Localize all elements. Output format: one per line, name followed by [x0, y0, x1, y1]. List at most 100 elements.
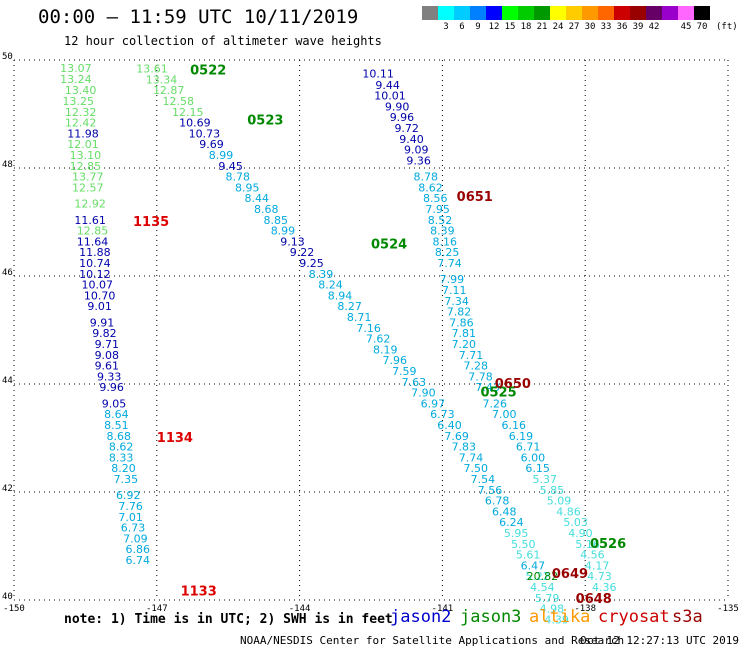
- wave-height-value: 4.56: [580, 549, 605, 562]
- color-scale-swatch: [582, 6, 598, 20]
- wave-height-value: 5.22: [525, 570, 550, 583]
- wave-height-value: 9.72: [394, 122, 419, 135]
- wave-height-value: 11.61: [74, 214, 106, 227]
- y-tick-label: 48: [2, 160, 13, 170]
- wave-height-value: 12.01: [67, 138, 99, 151]
- wave-height-value: 20.82: [527, 570, 559, 583]
- wave-height-value: 7.74: [437, 257, 462, 270]
- wave-height-value: 8.51: [104, 419, 129, 432]
- track-time-label: 1134: [157, 431, 193, 446]
- color-scale-swatch: [470, 6, 486, 20]
- wave-height-value: 6.00: [521, 451, 546, 464]
- wave-height-value: 4.73: [587, 570, 612, 583]
- wave-height-value: 9.13: [280, 235, 305, 248]
- wave-height-value: 8.19: [373, 343, 398, 356]
- legend-jason2: jason2: [390, 607, 452, 627]
- wave-height-value: 6.78: [485, 495, 510, 508]
- wave-height-value: 7.00: [492, 408, 517, 421]
- wave-height-value: 9.61: [95, 360, 120, 373]
- wave-height-value: 7.86: [449, 316, 474, 329]
- wave-height-value: 7.56: [478, 484, 503, 497]
- wave-height-value: 8.16: [433, 235, 458, 248]
- x-tick-label: -144: [289, 604, 311, 614]
- color-scale-label: 70: [696, 22, 708, 32]
- color-scale-label: 27: [568, 22, 580, 32]
- wave-height-value: 9.25: [299, 257, 324, 270]
- color-scale-swatch: [614, 6, 630, 20]
- x-tick-label: -147: [146, 604, 168, 614]
- wave-height-value: 7.59: [392, 365, 417, 378]
- wave-height-value: 8.78: [225, 171, 250, 184]
- wave-height-value: 13.77: [72, 171, 104, 184]
- wave-height-value: 7.96: [383, 354, 408, 367]
- wave-height-value: 7.69: [444, 430, 469, 443]
- wave-height-value: 8.56: [423, 192, 448, 205]
- wave-height-value: 6.73: [121, 522, 146, 535]
- wave-height-value: 8.85: [264, 214, 289, 227]
- color-scale-label: 9: [475, 22, 481, 32]
- color-scale-swatch: [566, 6, 582, 20]
- wave-height-value: 9.82: [92, 327, 117, 340]
- wave-height-value: 10.73: [189, 127, 221, 140]
- color-scale-swatch: [454, 6, 470, 20]
- wave-height-value: 7.78: [468, 370, 493, 383]
- track-time-label: 0526: [590, 537, 626, 552]
- wave-height-value: 9.96: [99, 381, 124, 394]
- wave-height-value: 9.05: [102, 397, 127, 410]
- wave-height-value: 8.99: [209, 149, 234, 162]
- wave-height-value: 8.95: [235, 181, 260, 194]
- wave-height-value: 7.11: [442, 284, 467, 297]
- wave-height-value: 7.01: [118, 511, 143, 524]
- wave-height-value: 9.36: [406, 154, 431, 167]
- wave-height-value: 9.90: [385, 100, 410, 113]
- wave-height-value: 5.37: [532, 473, 557, 486]
- wave-height-value: 10.70: [84, 289, 116, 302]
- legend-altika: altika: [529, 607, 591, 627]
- wave-height-value: 7.50: [463, 462, 488, 475]
- y-tick-label: 44: [2, 376, 13, 386]
- generation-timestamp: Oct 12 12:27:13 UTC 2019: [580, 634, 739, 647]
- color-scale-label: 45: [680, 22, 692, 32]
- wave-height-value: 4.36: [592, 581, 617, 594]
- wave-height-value: 8.39: [430, 225, 455, 238]
- wave-height-value: 12.42: [65, 117, 97, 130]
- wave-height-value: 6.73: [430, 408, 455, 421]
- wave-height-value: 7.71: [459, 349, 484, 362]
- wave-height-value: 8.71: [347, 311, 372, 324]
- wave-height-value: 7.95: [425, 203, 450, 216]
- wave-height-value: 4.90: [568, 527, 593, 540]
- wave-height-value: 10.11: [362, 68, 394, 81]
- color-scale-swatch: [678, 6, 694, 20]
- wave-height-value: 9.96: [390, 111, 415, 124]
- wave-height-value: 7.74: [459, 451, 484, 464]
- wave-height-value: 8.68: [106, 430, 131, 443]
- wave-height-value: 8.44: [245, 192, 270, 205]
- color-scale-label: 12: [488, 22, 500, 32]
- wave-height-value: 7.16: [356, 322, 381, 335]
- y-tick-label: 40: [2, 592, 13, 602]
- wave-height-value: 12.87: [153, 84, 185, 97]
- color-scale-swatch: [534, 6, 550, 20]
- color-scale-label: 39: [632, 22, 644, 32]
- wave-height-value: 7.81: [452, 327, 477, 340]
- color-scale-swatch: [422, 6, 438, 20]
- track-time-label: 0650: [495, 377, 531, 392]
- wave-height-value: 5.95: [504, 527, 529, 540]
- wave-height-value: 13.40: [65, 84, 97, 97]
- wave-height-value: 8.78: [413, 171, 438, 184]
- wave-height-value: 7.54: [471, 473, 496, 486]
- wave-height-value: 7.20: [452, 338, 477, 351]
- track-time-label: 0649: [552, 567, 588, 582]
- chart-title: 00:00 – 11:59 UTC 10/11/2019: [38, 6, 359, 28]
- wave-height-value: 8.27: [337, 300, 362, 313]
- wave-height-value: 11.64: [77, 235, 109, 248]
- wave-height-value: 4.98: [540, 603, 565, 616]
- color-scale-label: 42: [648, 22, 660, 32]
- color-scale-unit: (ft): [716, 22, 738, 32]
- wave-height-value: 6.74: [126, 554, 151, 567]
- color-scale-label: 33: [600, 22, 612, 32]
- wave-height-value: 8.94: [328, 289, 353, 302]
- wave-height-value: 8.64: [104, 408, 129, 421]
- footer-note: note: 1) Time is in UTC; 2) SWH is in fe…: [64, 612, 393, 627]
- wave-height-value: 5.61: [516, 549, 541, 562]
